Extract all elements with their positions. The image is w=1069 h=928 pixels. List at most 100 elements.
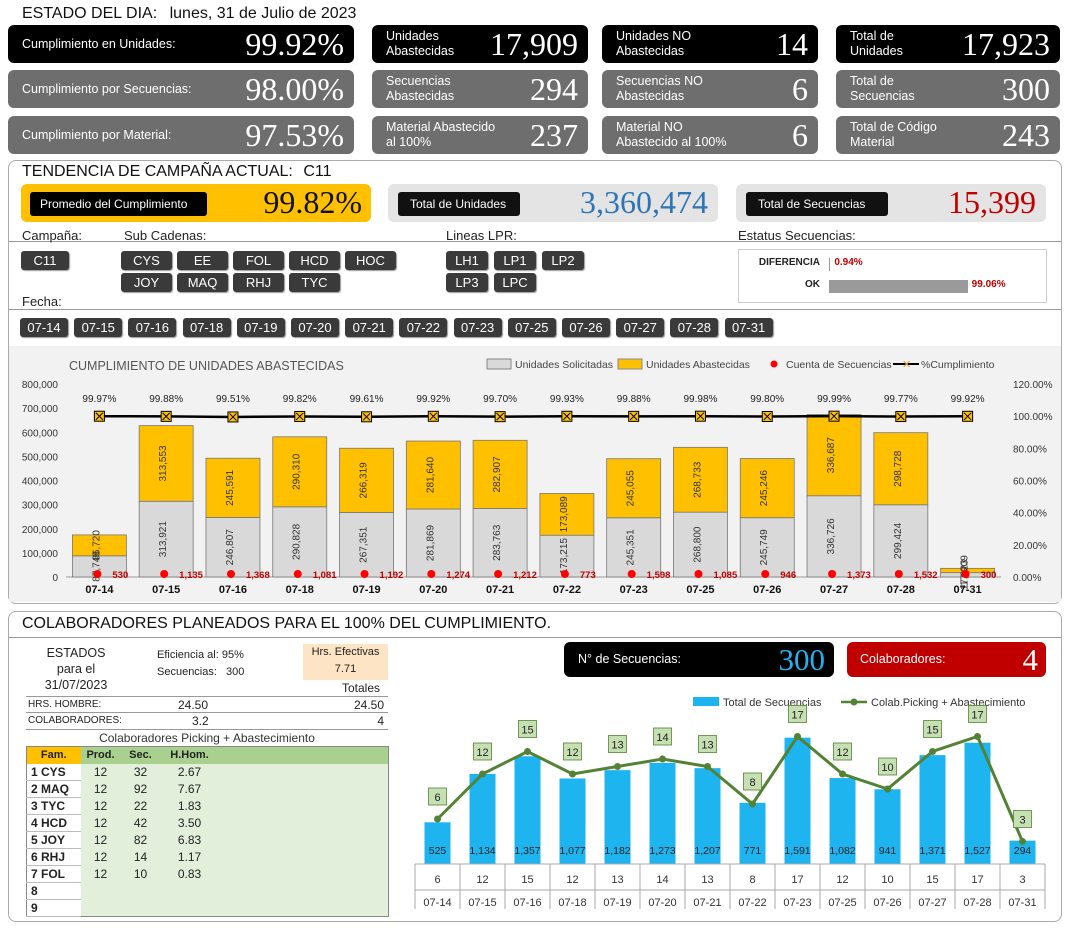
table-cell: 1 CYS	[26, 763, 81, 781]
slicer-sub-fol[interactable]: FOL	[233, 251, 284, 270]
table-cell	[218, 780, 389, 798]
slicer-fecha-07-14[interactable]: 07-14	[20, 318, 68, 337]
table-colab-value: 13	[611, 874, 623, 886]
line-label-box	[518, 720, 537, 738]
slicer-fecha-07-18[interactable]: 07-18	[182, 318, 231, 337]
table-cell: 3 TYC	[26, 797, 81, 815]
trend-title-text: TENDENCIA DE CAMPAÑA ACTUAL:	[22, 163, 293, 180]
x-tick-label: 07-23	[620, 584, 648, 596]
colab-panel	[8, 611, 1062, 922]
slicer-fecha-07-15[interactable]: 07-15	[74, 318, 123, 337]
marker-pct-x	[629, 412, 638, 421]
bar-secuencias	[424, 822, 451, 864]
bar-label: 1,273	[649, 845, 675, 857]
slicer-lpr-lp1[interactable]: LP1	[494, 251, 536, 270]
table-cell	[120, 882, 161, 900]
bar-abastecidas	[405, 440, 461, 510]
table-row: 9	[26, 899, 389, 917]
line-pct	[99, 414, 968, 419]
dot-secuencias	[761, 570, 770, 578]
slicer-fecha-07-27[interactable]: 07-27	[616, 318, 665, 337]
chart2: Total de Secuencias Colab.Picking + Abast…	[414, 697, 1046, 909]
kpi-card: Material NO Abastecido al 100% 6	[602, 116, 818, 154]
divider	[9, 637, 1061, 638]
kpi-label: Material NO Abastecido al 100%	[616, 120, 727, 149]
slicer-sub-rhj[interactable]: RHJ	[233, 273, 284, 292]
bar-abastecidas	[272, 436, 328, 508]
slicer-fecha-07-16[interactable]: 07-16	[128, 318, 177, 337]
table-cell: 1.17	[160, 848, 219, 866]
table-cell: 1.83	[160, 797, 219, 815]
label-abastecidas: 245,591	[225, 469, 236, 506]
slicer-fecha-07-31[interactable]: 07-31	[724, 318, 773, 337]
kpi-card: Unidades NO Abastecidas 14	[602, 25, 818, 63]
x-tick-label: 07-28	[963, 897, 991, 909]
table-colab-value: 8	[749, 874, 755, 886]
legend-label: Total de Secuencias	[723, 697, 822, 709]
label-pct: 99.92%	[416, 394, 450, 405]
slicer-campana[interactable]: C11	[21, 251, 69, 270]
slicer-fecha-07-19[interactable]: 07-19	[236, 318, 285, 337]
slicer-sub-joy[interactable]: JOY	[121, 273, 172, 292]
label-abastecidas: 173,089	[559, 496, 570, 533]
label-pct: 99.61%	[350, 394, 384, 405]
x-tick-label: 07-16	[513, 897, 541, 909]
kpi-value: 98.00%	[245, 70, 344, 107]
kpi-label: Unidades Abastecidas	[386, 29, 455, 58]
marker-pct-x	[162, 412, 171, 421]
y-tick-label: 300,000	[22, 501, 59, 512]
legend-label: %Cumplimiento	[921, 359, 995, 371]
slicer-sub-tyc[interactable]: TYC	[289, 273, 340, 292]
table-cell: 7 FOL	[26, 865, 81, 883]
slicer-fecha-07-26[interactable]: 07-26	[562, 318, 610, 337]
bar-solicitadas	[673, 511, 728, 578]
slicer-fecha-07-25[interactable]: 07-25	[507, 318, 556, 337]
slicer-lpr-lh1[interactable]: LH1	[446, 251, 488, 270]
table-cell: 12	[80, 763, 121, 781]
label-secuencias: 1,598	[647, 570, 671, 581]
bar-secuencias	[514, 756, 541, 864]
col-label: COLABORADORES:	[28, 715, 122, 726]
colab-subtitle: Colaboradores Picking + Abastecimiento	[99, 731, 315, 745]
kpi-card: Unidades Abastecidas 17,909	[372, 25, 588, 63]
slicer-sub-hcd[interactable]: HCD	[289, 251, 340, 270]
col-row: COLABORADORES: 3.2 4	[26, 713, 388, 730]
kpi-card: Cumplimiento por Secuencias: 98.00%	[8, 70, 354, 108]
label-pct: 99.92%	[951, 394, 985, 405]
slicer-fecha-07-20[interactable]: 07-20	[291, 318, 339, 337]
slicer-lpr-lp3[interactable]: LP3	[446, 273, 488, 292]
table-cell	[80, 882, 121, 900]
legend-swatch	[770, 360, 778, 368]
x-tick-label: 07-14	[85, 584, 114, 596]
kpi-label: Cumplimiento por Material:	[22, 127, 172, 142]
line-label: 15	[926, 725, 938, 737]
nseq-label: N° de Secuencias:	[578, 652, 681, 666]
slicer-sub-maq[interactable]: MAQ	[177, 273, 228, 292]
table-colab-value: 3	[1019, 874, 1025, 886]
slicer-sub-cys[interactable]: CYS	[121, 251, 172, 270]
label-solicitadas: 87,748	[91, 551, 102, 582]
marker-colab	[974, 733, 981, 740]
slicer-sub-hoc[interactable]: HOC	[345, 251, 396, 270]
line-label-box	[653, 727, 672, 746]
slicer-fecha-07-23[interactable]: 07-23	[453, 318, 502, 337]
slicer-fecha-07-21[interactable]: 07-21	[345, 318, 394, 337]
x-tick-label: 07-22	[553, 584, 581, 596]
slicer-lpr-lpc[interactable]: LPC	[494, 273, 536, 292]
marker-pct-x	[429, 412, 438, 421]
label-abastecidas: 336,687	[826, 437, 837, 474]
y2-tick-label: 40.00%	[1013, 509, 1047, 520]
label-secuencias: 946	[780, 570, 796, 581]
slicer-lpr-lp2[interactable]: LP2	[542, 251, 584, 270]
slicer-fecha-07-28[interactable]: 07-28	[670, 318, 719, 337]
kpi-value: 6	[792, 70, 808, 107]
status-name: OK	[805, 279, 820, 290]
slicer-fecha-07-22[interactable]: 07-22	[399, 318, 448, 337]
table-cell	[160, 882, 219, 900]
kpi-label: Cumplimiento en Unidades:	[22, 36, 176, 51]
table-cell: 22	[120, 797, 161, 815]
legend-swatch	[693, 697, 719, 706]
kpi-value: 14	[776, 25, 808, 62]
bar-secuencias	[1009, 840, 1036, 864]
slicer-sub-ee[interactable]: EE	[177, 251, 228, 270]
